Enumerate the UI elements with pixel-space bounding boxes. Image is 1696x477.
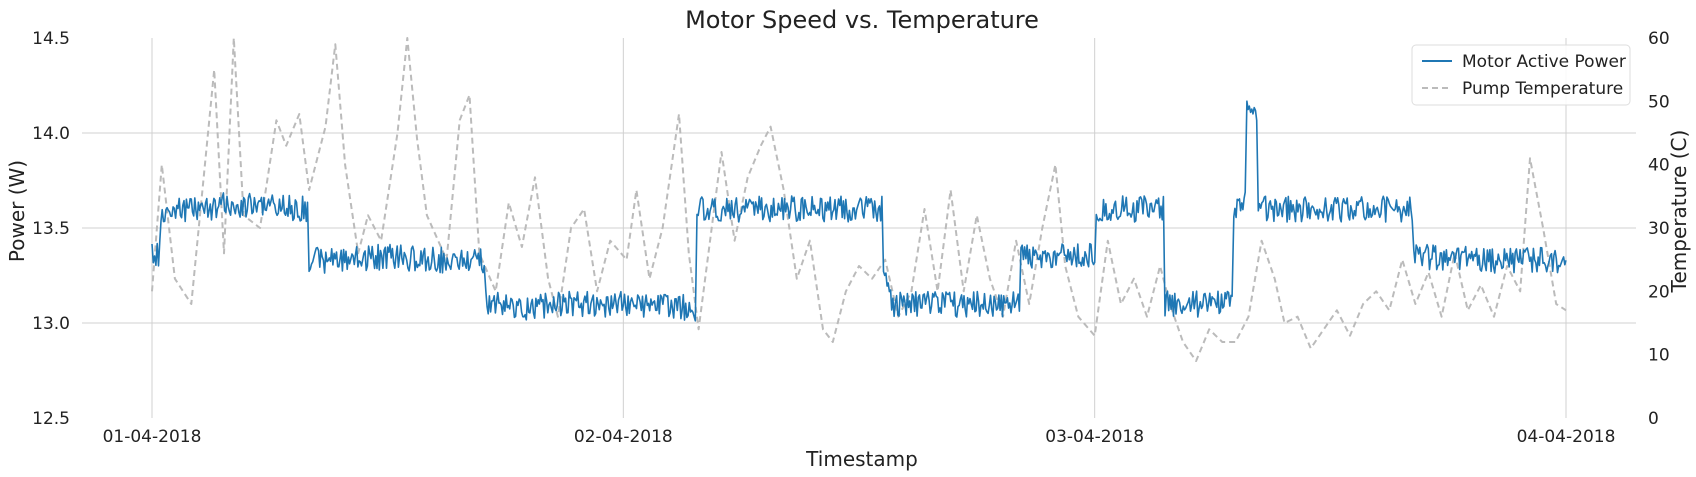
legend-label-motor-active-power: Motor Active Power <box>1462 52 1626 72</box>
y-tick-label: 13.5 <box>32 219 70 239</box>
x-tick-label: 02-04-2018 <box>574 427 673 447</box>
x-tick-label: 04-04-2018 <box>1517 427 1616 447</box>
legend-box <box>1411 44 1631 106</box>
y-right-tick-label: 40 <box>1648 156 1670 176</box>
x-tick-label: 01-04-2018 <box>103 427 202 447</box>
y-right-tick-label: 0 <box>1648 409 1659 429</box>
series-line-pump-temperature <box>151 37 1567 362</box>
series-layer <box>151 37 1567 362</box>
x-axis-label: Timestamp <box>805 447 918 471</box>
y-tick-label: 12.5 <box>32 409 70 429</box>
y-tick-label: 13.0 <box>32 314 70 334</box>
series-line-motor-active-power <box>151 100 1567 322</box>
legend-label-pump-temperature: Pump Temperature <box>1462 79 1623 99</box>
y-axis-label: Power (W) <box>5 160 29 262</box>
grid <box>82 38 1636 418</box>
x-tick-label: 03-04-2018 <box>1045 427 1144 447</box>
y-right-tick-label: 20 <box>1648 282 1670 302</box>
y-right-tick-label: 60 <box>1648 29 1670 49</box>
y-right-tick-label: 50 <box>1648 92 1670 112</box>
chart-title: Motor Speed vs. Temperature <box>685 6 1039 34</box>
y-tick-label: 14.0 <box>32 124 70 144</box>
y-tick-label: 14.5 <box>32 29 70 49</box>
y-right-tick-label: 10 <box>1648 346 1670 366</box>
legend: Motor Active Power Pump Temperature <box>1411 44 1631 106</box>
y-axis-right-label: Temperature (C) <box>1667 130 1691 294</box>
y-right-tick-label: 30 <box>1648 219 1670 239</box>
axes: 12.5 13.0 13.5 14.0 14.5 0 10 20 30 40 50 60 01-04-2… <box>32 29 1670 447</box>
